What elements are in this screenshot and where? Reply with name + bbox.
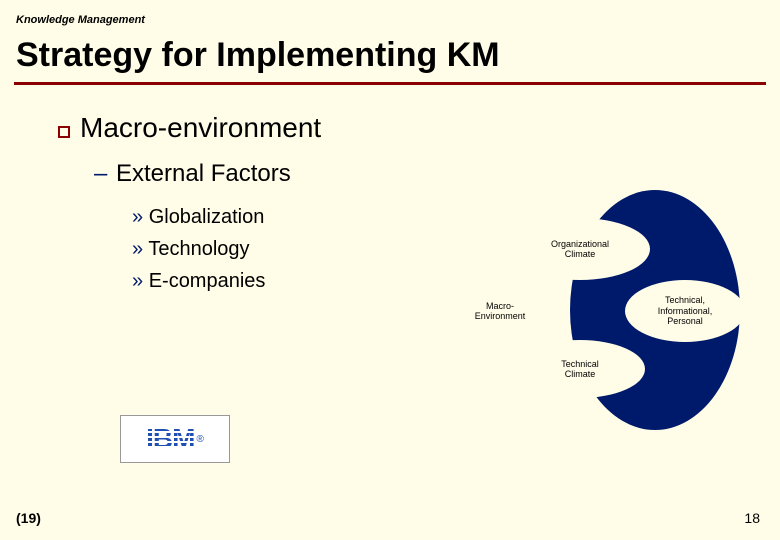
ibm-logo-text: IBM [146,423,194,455]
bullet-square-icon [58,126,70,138]
slide-title: Strategy for Implementing KM [16,36,500,75]
venn-diagram: OrganizationalClimate Macro-Environment … [440,190,750,450]
list-item: » Technology [132,238,250,261]
header-small: Knowledge Management [16,14,145,26]
sub-dash-icon: – [94,160,107,188]
ellipse-left: Macro-Environment [440,280,560,342]
registered-icon: ® [196,434,203,445]
page-number-left: (19) [16,510,41,526]
ellipse-bottom: TechnicalClimate [515,340,645,398]
ibm-logo: IBM® [120,415,230,463]
raquo-icon: » [132,238,148,260]
page-number-right: 18 [744,510,760,526]
ellipse-top: OrganizationalClimate [510,218,650,280]
item-text: Globalization [149,206,265,228]
raquo-icon: » [132,206,149,228]
title-rule [14,82,766,85]
ellipse-right: Technical,Informational,Personal [625,280,745,342]
list-item: » E-companies [132,270,265,293]
item-text: Technology [148,238,249,260]
item-text: E-companies [149,270,266,292]
sub-heading: External Factors [116,160,291,188]
main-bullet-text: Macro-environment [80,112,321,144]
list-item: » Globalization [132,206,264,229]
raquo-icon: » [132,270,149,292]
